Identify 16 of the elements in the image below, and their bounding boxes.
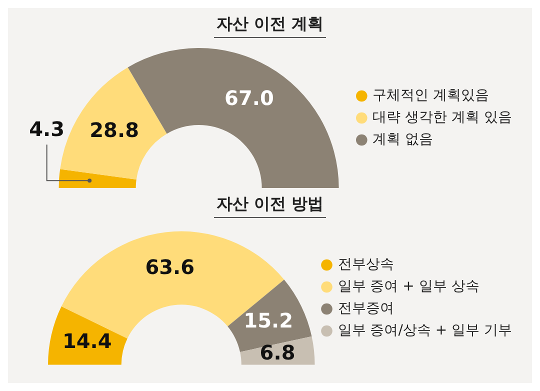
legend-label: 구체적인 계획있음 [372, 88, 490, 104]
data-label: 4.3 [29, 116, 65, 141]
data-label: 15.2 [244, 308, 294, 333]
legend-label: 전부증여 [338, 300, 394, 317]
data-label: 67.0 [224, 86, 274, 110]
data-label: 63.6 [145, 254, 195, 279]
chart-title: 자산 이전 계획 [214, 14, 326, 38]
chart-title: 자산 이전 방법 [214, 194, 326, 218]
legend-label: 일부 증여/상속 + 일부 기부 [338, 322, 512, 339]
legend-label: 전부상속 [338, 256, 394, 273]
data-label: 28.8 [90, 118, 139, 142]
legend-label: 계획 없음 [372, 132, 434, 148]
legend-label: 대략 생각한 계획 있음 [372, 110, 512, 126]
data-label: 6.8 [260, 340, 296, 365]
legend-label: 일부 증여 + 일부 상속 [338, 278, 480, 295]
data-label: 14.4 [62, 329, 112, 354]
